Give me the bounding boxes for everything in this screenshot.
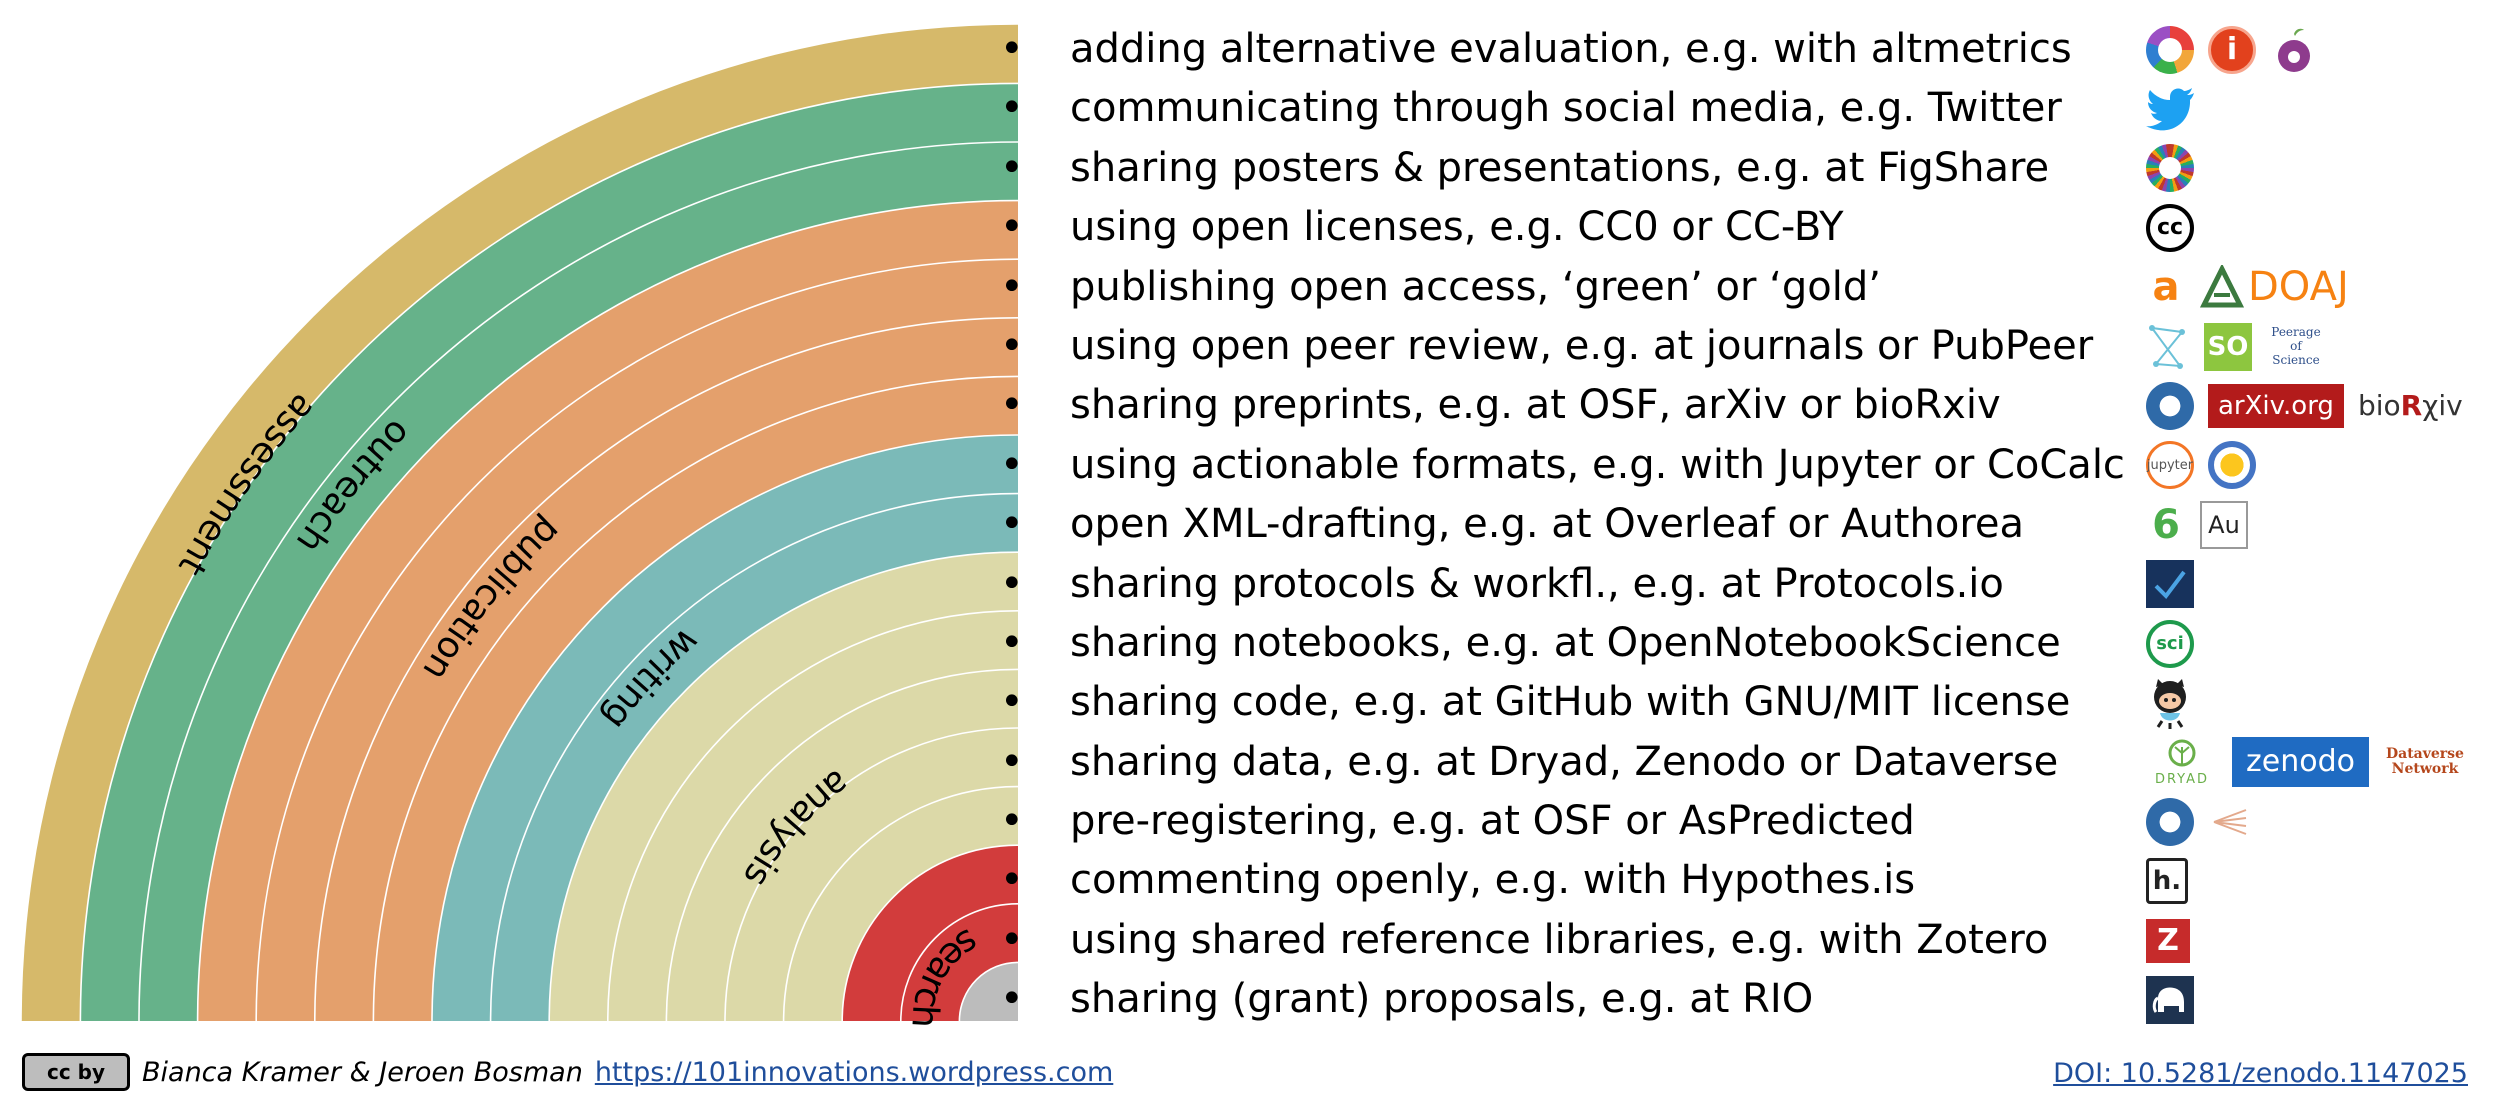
ring-divider xyxy=(489,492,1019,1022)
ring-divider xyxy=(548,551,1019,1022)
ring-divider xyxy=(196,199,1019,1022)
logo-row: cc xyxy=(2140,198,2500,257)
practices-list: adding alternative evaluation, e.g. with… xyxy=(1000,20,2160,1030)
open-notebook-science-icon[interactable]: sci xyxy=(2146,619,2194,668)
doaj-logo[interactable]: DOAJ xyxy=(2200,262,2349,312)
logo-row: h. xyxy=(2140,851,2500,910)
logo-row: a DOAJ xyxy=(2140,258,2500,317)
practice-item: using open peer review, e.g. at journals… xyxy=(1000,317,2160,377)
logo-row xyxy=(2140,970,2500,1029)
practice-item: sharing notebooks, e.g. at OpenNotebookS… xyxy=(1000,614,2160,674)
jupyter-logo[interactable]: jupyter xyxy=(2146,441,2194,490)
practice-item: open XML-drafting, e.g. at Overleaf or A… xyxy=(1000,495,2160,555)
ring-divider xyxy=(372,375,1019,1022)
publons-network-icon[interactable] xyxy=(2146,322,2190,372)
dryad-logo[interactable]: DRYAD xyxy=(2146,736,2218,788)
website-link[interactable]: https://101innovations.wordpress.com xyxy=(594,1056,1114,1088)
biorxiv-suffix: χiv xyxy=(2422,389,2463,423)
ring-divider xyxy=(138,141,1019,1022)
logo-row xyxy=(2140,139,2500,198)
biorxiv-r: R xyxy=(2400,389,2423,423)
practice-item: using actionable formats, e.g. with Jupy… xyxy=(1000,436,2160,496)
creative-commons-icon[interactable]: cc xyxy=(2146,203,2194,252)
authorea-logo[interactable]: Au xyxy=(2200,500,2248,549)
doi-link[interactable]: DOI: 10.5281/zenodo.1147025 xyxy=(2053,1058,2468,1089)
hypothesis-icon[interactable]: h. xyxy=(2146,858,2188,905)
practice-item: commenting openly, e.g. with Hypothes.is xyxy=(1000,851,2160,911)
footer-credits: cc by Bianca Kramer & Jeroen Bosman http… xyxy=(22,1052,1113,1092)
protocols-io-icon[interactable] xyxy=(2146,560,2194,609)
practice-item: sharing (grant) proposals, e.g. at RIO xyxy=(1000,970,2160,1030)
plum-analytics-icon[interactable] xyxy=(2270,26,2318,74)
dryad-label: DRYAD xyxy=(2154,771,2210,787)
practice-item: using shared reference libraries, e.g. w… xyxy=(1000,911,2160,971)
overleaf-icon[interactable]: 6 xyxy=(2152,501,2180,548)
practice-item: sharing data, e.g. at Dryad, Zenodo or D… xyxy=(1000,733,2160,793)
dataverse-network-logo[interactable]: Dataverse Network xyxy=(2386,745,2464,778)
ring-divider xyxy=(314,317,1019,1022)
practice-item: adding alternative evaluation, e.g. with… xyxy=(1000,20,2160,80)
logo-row: 6 Au xyxy=(2140,495,2500,554)
practice-item: communicating through social media, e.g.… xyxy=(1000,79,2160,139)
open-access-lock-icon[interactable]: a xyxy=(2152,264,2180,311)
logo-row: sci xyxy=(2140,614,2500,673)
ring-divider xyxy=(900,903,1019,1022)
rio-journal-elephant-icon[interactable] xyxy=(2146,975,2194,1024)
practice-item: publishing open access, ‘green’ or ‘gold… xyxy=(1000,258,2160,318)
twitter-bird-icon[interactable] xyxy=(2146,87,2196,131)
logo-row: i xyxy=(2140,20,2500,79)
osf-icon[interactable] xyxy=(2146,797,2194,846)
ring-divider xyxy=(431,434,1019,1022)
arxiv-logo[interactable]: arXiv.org xyxy=(2208,384,2344,429)
altmetric-donut-icon[interactable] xyxy=(2146,25,2194,74)
logo-row xyxy=(2140,792,2500,851)
practice-item: sharing posters & presentations, e.g. at… xyxy=(1000,139,2160,199)
practice-item: sharing preprints, e.g. at OSF, arXiv or… xyxy=(1000,376,2160,436)
tool-logos-column: i cc a DOAJ xyxy=(2140,20,2500,1030)
ring-divider xyxy=(79,82,1019,1022)
practice-item: using open licenses, e.g. CC0 or CC-BY xyxy=(1000,198,2160,258)
osf-icon[interactable] xyxy=(2146,382,2194,431)
figshare-icon[interactable] xyxy=(2146,144,2194,193)
so-logo[interactable]: SO xyxy=(2204,322,2252,371)
peerage-of-science-logo[interactable]: Peerage of Science xyxy=(2271,324,2321,367)
impactstory-icon[interactable]: i xyxy=(2208,25,2256,74)
ring-divider xyxy=(255,258,1019,1022)
authors-text: Bianca Kramer & Jeroen Bosman xyxy=(142,1056,583,1088)
zotero-icon[interactable]: Z xyxy=(2146,918,2190,963)
biorxiv-prefix: bio xyxy=(2357,389,2401,423)
logo-row xyxy=(2140,79,2500,138)
ring-divider xyxy=(782,785,1019,1022)
ring-divider xyxy=(665,668,1019,1022)
aspredicted-icon[interactable] xyxy=(2208,802,2252,842)
logo-row xyxy=(2140,555,2500,614)
ring-divider xyxy=(607,610,1019,1022)
practice-item: sharing code, e.g. at GitHub with GNU/MI… xyxy=(1000,673,2160,733)
github-octocat-icon[interactable] xyxy=(2146,677,2194,729)
ring-divider xyxy=(724,727,1019,1022)
ring-divider xyxy=(841,844,1019,1022)
logo-row: SO Peerage of Science xyxy=(2140,317,2500,376)
practice-item: pre-registering, e.g. at OSF or AsPredic… xyxy=(1000,792,2160,852)
logo-row: Z xyxy=(2140,911,2500,970)
logo-row xyxy=(2140,673,2500,732)
cc-by-license-badge[interactable]: cc by xyxy=(22,1053,130,1091)
logo-row: DRYAD zenodo Dataverse Network xyxy=(2140,733,2500,792)
search-band xyxy=(842,845,1018,1021)
cocalc-icon[interactable] xyxy=(2208,441,2256,490)
doaj-label: DOAJ xyxy=(2248,264,2349,311)
zenodo-logo[interactable]: zenodo xyxy=(2232,737,2369,788)
practice-item: sharing protocols & workfl., e.g. at Pro… xyxy=(1000,555,2160,615)
logo-row: jupyter xyxy=(2140,436,2500,495)
